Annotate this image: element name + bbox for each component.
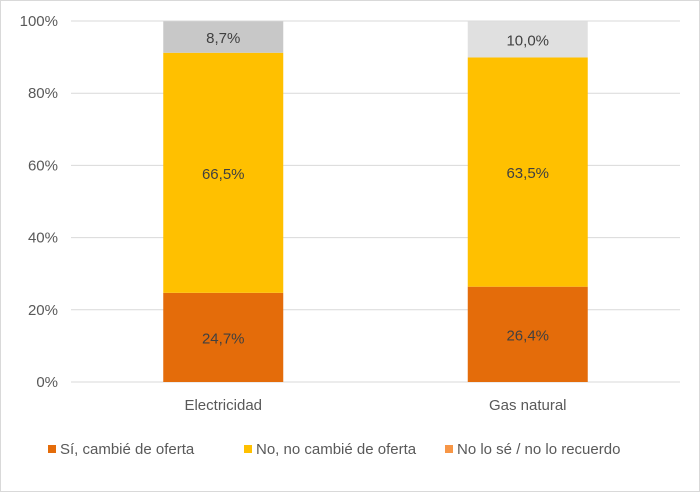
bar-value-label: 10,0% — [506, 32, 549, 49]
bar-segment — [163, 292, 284, 382]
bar-value-label: 8,7% — [206, 30, 240, 47]
legend-swatch — [244, 445, 252, 453]
bars — [163, 21, 588, 382]
bar-value-label: 66,5% — [202, 166, 245, 183]
legend-label: Sí, cambié de oferta — [60, 441, 195, 458]
legend-label: No, no cambié de oferta — [256, 441, 417, 458]
bar-value-label: 63,5% — [506, 165, 549, 182]
bar-segment — [467, 286, 588, 382]
bar-value-label: 24,7% — [202, 330, 245, 347]
y-tick-label: 20% — [28, 302, 58, 319]
gridlines — [71, 20, 680, 383]
y-axis-ticks: 0% 20% 40% 60% 80% 100% — [20, 13, 58, 391]
y-tick-label: 0% — [36, 374, 58, 391]
y-tick-label: 60% — [28, 157, 58, 174]
bar-data-labels: 24,7% 66,5% 8,7% 26,4% 63,5% 10,0% — [202, 30, 549, 347]
legend: Sí, cambié de oferta No, no cambié de ofe… — [48, 441, 620, 458]
y-tick-label: 40% — [28, 230, 58, 247]
y-tick-label: 80% — [28, 85, 58, 102]
bar-segment — [163, 52, 284, 293]
x-axis-labels: Electricidad Gas natural — [184, 397, 566, 414]
x-category-label: Gas natural — [489, 397, 567, 414]
y-tick-label: 100% — [20, 13, 58, 30]
legend-label: No lo sé / no lo recuerdo — [457, 441, 620, 458]
bar-value-label: 26,4% — [506, 327, 549, 344]
bar-segment — [163, 21, 284, 53]
x-category-label: Electricidad — [184, 397, 262, 414]
bar-segment — [467, 57, 588, 287]
legend-swatch — [445, 445, 453, 453]
legend-swatch — [48, 445, 56, 453]
bar-segment — [467, 21, 588, 58]
